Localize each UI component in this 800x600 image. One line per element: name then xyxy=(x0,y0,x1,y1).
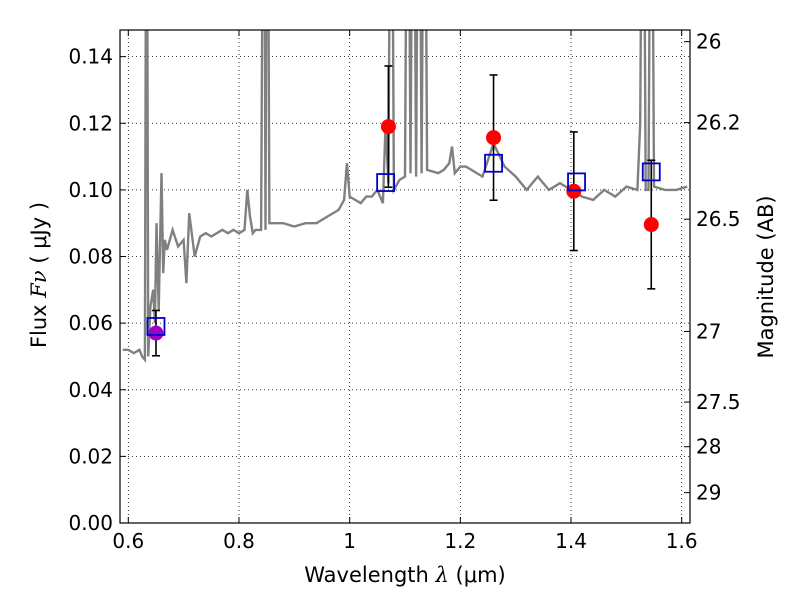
y-tick-label: 0.02 xyxy=(68,444,113,468)
y2-tick-label: 28 xyxy=(696,435,721,459)
x-tick-label: 1.6 xyxy=(666,529,698,553)
y-tick-label: 0.10 xyxy=(68,178,113,202)
y2-tick-label: 27 xyxy=(696,319,721,343)
ticks: 0.6 0.8 1 1.2 1.4 1.6 0.00 0.02 0.04 0.06 0.08 0.10… xyxy=(68,30,740,553)
y-axis-label: Flux Fν ( μJy ) xyxy=(27,202,51,348)
y-tick-label: 0.04 xyxy=(68,378,113,402)
y-tick-label: 0.14 xyxy=(68,45,113,69)
axes xyxy=(119,29,691,524)
model-point xyxy=(567,172,586,192)
x-tick-label: 1.4 xyxy=(555,529,587,553)
model-point xyxy=(146,317,166,336)
y2-tick-label: 26 xyxy=(696,30,721,54)
model-point xyxy=(376,173,396,192)
errorbar-series xyxy=(151,65,656,357)
y2-tick-label: 26.2 xyxy=(696,111,741,135)
observed-points xyxy=(148,119,659,341)
y2-tick-label: 27.5 xyxy=(696,390,741,414)
x-axis-label: Wavelength λ (μm) xyxy=(304,563,505,587)
spectrum-line xyxy=(122,30,688,364)
observed-point xyxy=(380,119,396,135)
observed-point xyxy=(486,130,502,146)
y-tick-label: 0.00 xyxy=(68,511,113,535)
y2-tick-label: 26.5 xyxy=(696,207,741,231)
model-point xyxy=(641,162,661,182)
y2-tick-label: 29 xyxy=(696,481,721,505)
model-points xyxy=(146,153,661,336)
x-tick-label: 1 xyxy=(343,529,356,553)
x-tick-label: 0.8 xyxy=(223,529,255,553)
y2-axis-label: Magnitude (AB) xyxy=(754,195,778,358)
observed-point xyxy=(643,217,659,233)
x-tick-label: 1.2 xyxy=(444,529,476,553)
spectrum-series xyxy=(122,30,688,364)
y-tick-label: 0.12 xyxy=(68,111,113,135)
observed-point xyxy=(148,325,164,341)
y-tick-label: 0.06 xyxy=(68,311,113,335)
x-tick-label: 0.6 xyxy=(112,529,144,553)
y-tick-label: 0.08 xyxy=(68,245,113,269)
model-point xyxy=(484,153,503,173)
plot-frame xyxy=(119,29,691,524)
